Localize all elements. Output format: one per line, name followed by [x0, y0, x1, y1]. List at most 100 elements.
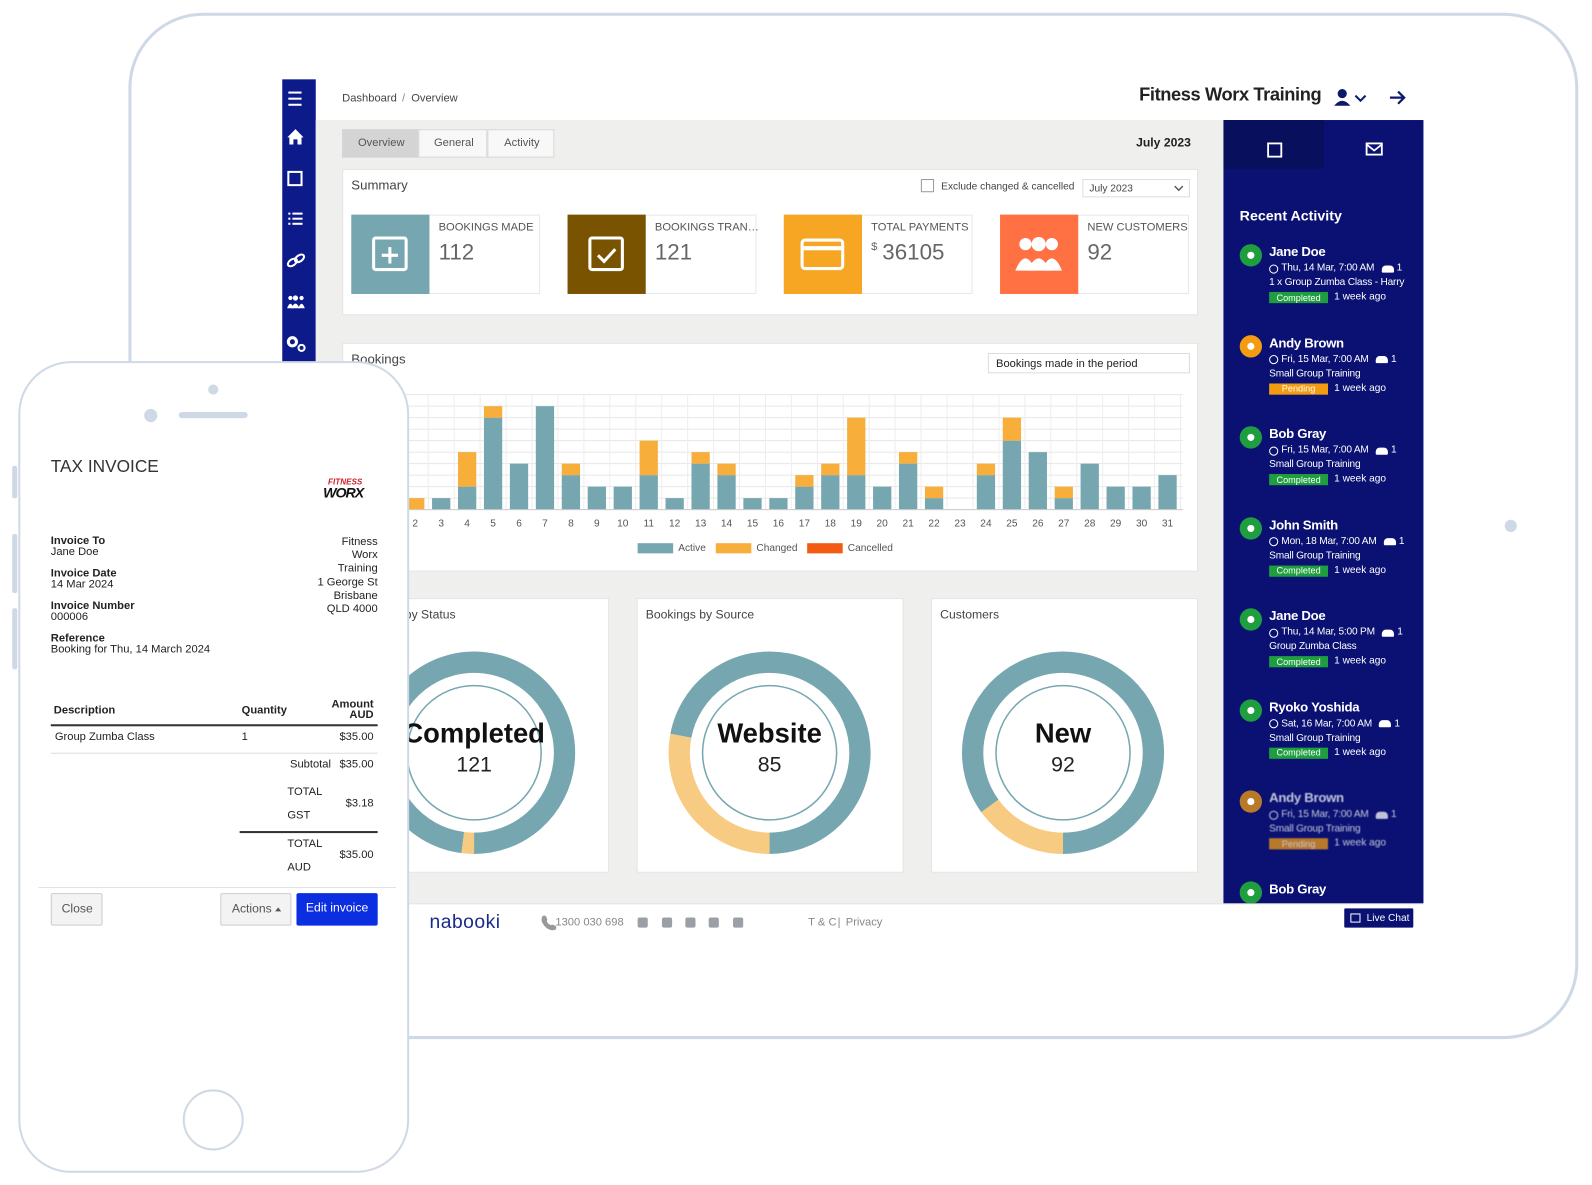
booking-time: Thu, 14 Mar, 7:00 AM: [1281, 262, 1375, 274]
status-icon-glyph: [1247, 433, 1255, 441]
link-icon: [293, 253, 306, 264]
stat-icon: [1041, 258, 1063, 271]
activity-item[interactable]: Jane Doe Thu, 14 Mar, 5:00 PM 1 Group Zumba…: [1223, 120, 1423, 903]
breadcrumb[interactable]: Dashboard: [342, 92, 397, 105]
phone-side-button: [12, 608, 18, 670]
donut-inner-ring: [995, 684, 1131, 821]
tab-label[interactable]: Overview: [357, 136, 405, 150]
field-label: Invoice Date: [50, 567, 117, 580]
status-badge: Completed: [1269, 291, 1329, 304]
bar-segment: [717, 463, 736, 476]
activity-item[interactable]: Andy Brown Fri, 15 Mar, 7:00 AM 1 Small Gro…: [1223, 120, 1423, 903]
select-value[interactable]: July 2023: [1089, 183, 1133, 195]
tab-label[interactable]: Activity: [504, 136, 540, 150]
booking-time-row: Sat, 16 Mar, 7:00 AM 1: [1269, 718, 1400, 730]
status-label: Completed: [1276, 474, 1321, 485]
select[interactable]: [987, 352, 1190, 374]
users-icon: [298, 303, 305, 309]
caret: [275, 907, 282, 912]
cell: $35.00: [339, 731, 374, 744]
footer-link[interactable]: Privacy: [845, 916, 883, 929]
status-badge: Completed: [1269, 565, 1329, 577]
address-line: QLD 4000: [326, 602, 378, 616]
live-chat-label[interactable]: Live Chat: [1366, 912, 1410, 924]
field-value: 000006: [50, 611, 89, 624]
tab-label[interactable]: General: [433, 136, 474, 150]
activity-item[interactable]: Andy Brown Fri, 15 Mar, 7:00 AM 1 Small Gro…: [1223, 120, 1423, 903]
button-label[interactable]: Close: [61, 901, 93, 916]
activity-item[interactable]: Bob Gray Fri, 15 Mar, 7:00 AM 1 Small Group…: [1223, 120, 1423, 903]
x-tick-label: 2: [412, 519, 418, 530]
button-label[interactable]: Actions: [231, 901, 272, 916]
list-icon: [288, 222, 291, 225]
checkbox[interactable]: [920, 179, 935, 193]
activity-item[interactable]: Jane Doe Thu, 14 Mar, 7:00 AM 1 1 x Group Z…: [1223, 120, 1423, 903]
customer-name: Jane Doe: [1269, 243, 1326, 259]
column-header: Quantity: [241, 704, 287, 717]
tab[interactable]: Overview: [342, 129, 419, 158]
guest-count: 1: [1396, 262, 1403, 274]
breadcrumb: Overview: [411, 92, 458, 105]
list-icon: [288, 212, 291, 215]
subtotal-value: $35.00: [339, 758, 374, 771]
edit-invoice-button[interactable]: Edit invoice: [296, 893, 378, 926]
x-tick-label: 15: [747, 519, 759, 530]
users-icon: [291, 303, 300, 309]
footer-link[interactable]: T & C: [808, 916, 837, 929]
activity-item[interactable]: Bob Gray: [1223, 120, 1423, 903]
stat-icon: [800, 238, 845, 271]
x-tick-label: 9: [594, 519, 600, 530]
status-icon-glyph: [1247, 524, 1255, 532]
footer-phone: 1300 030 698: [555, 916, 624, 929]
clock-icon: [1269, 628, 1279, 638]
live-chat-button[interactable]: Live Chat: [1343, 907, 1415, 929]
home-icon: [287, 129, 304, 145]
booking-time: Sat, 16 Mar, 7:00 AM: [1281, 717, 1373, 729]
bar-segment: [976, 475, 996, 510]
tab[interactable]: Activity: [487, 129, 555, 158]
total-value: $35.00: [339, 849, 374, 862]
guests-icon: [1375, 356, 1388, 364]
status-icon-glyph: [1247, 251, 1255, 259]
x-tick-label: 19: [851, 519, 863, 530]
select[interactable]: [1082, 179, 1190, 198]
phone-sensor: [208, 384, 219, 395]
mail-tab-icon: [1365, 142, 1383, 156]
status-badge: Pending: [1269, 838, 1329, 850]
stat-label: NEW CUSTOMERS: [1087, 221, 1188, 234]
activity-item[interactable]: Ryoko Yoshida Sat, 16 Mar, 7:00 AM 1 Small …: [1223, 120, 1423, 903]
status-icon-glyph: [1247, 615, 1255, 624]
select-chevron: [1174, 185, 1184, 192]
tab[interactable]: General: [418, 129, 488, 158]
bar-segment: [898, 463, 918, 510]
status-label: Completed: [1276, 292, 1321, 303]
bar-segment: [509, 463, 529, 510]
field-label: Invoice Number: [50, 599, 135, 613]
booking-description: Small Group Training: [1269, 367, 1361, 380]
status-badge: Completed: [1269, 474, 1329, 486]
table-rule: [50, 724, 378, 727]
phone-camera: [144, 408, 158, 423]
booking-time-row: Thu, 14 Mar, 5:00 PM 1: [1269, 627, 1403, 639]
time-ago: 1 week ago: [1334, 746, 1387, 758]
user-icon: [1334, 100, 1351, 106]
button-label[interactable]: Edit invoice: [305, 900, 369, 915]
card-title: Summary: [351, 177, 408, 193]
footer-rule: [38, 886, 396, 889]
actions-button[interactable]: Actions: [220, 893, 292, 926]
user-menu-chevron: [1354, 94, 1367, 103]
time-ago: 1 week ago: [1334, 655, 1387, 667]
select-value[interactable]: Bookings made in the period: [996, 357, 1138, 370]
bar-segment: [613, 486, 632, 510]
stat-label: BOOKINGS TRAN…: [654, 221, 759, 234]
x-tick-label: 6: [516, 519, 522, 530]
panel-title: Recent Activity: [1239, 207, 1342, 224]
booking-description: Small Group Training: [1269, 550, 1361, 562]
bar-segment: [821, 463, 840, 476]
close-button[interactable]: Close: [50, 893, 103, 926]
activity-item[interactable]: John Smith Mon, 18 Mar, 7:00 AM 1 Small Gro…: [1223, 120, 1423, 903]
stat-icon: [1031, 237, 1046, 252]
status-icon-glyph: [1247, 797, 1255, 806]
users-icon: [299, 295, 304, 301]
